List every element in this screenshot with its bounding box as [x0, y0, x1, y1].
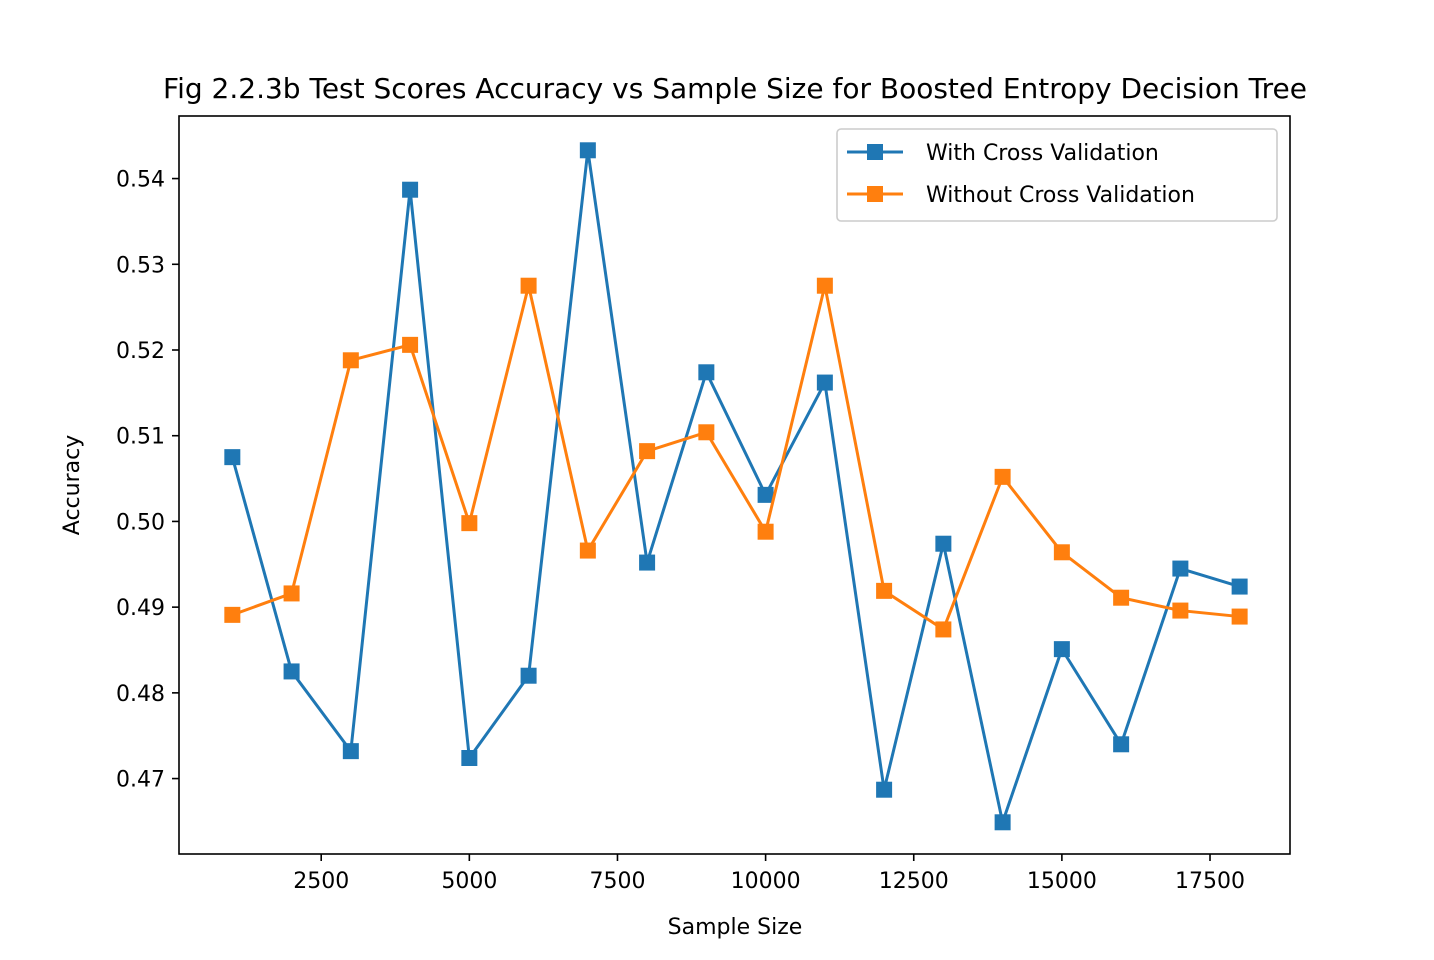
data-point [1172, 560, 1189, 577]
x-axis-label: Sample Size [668, 915, 803, 940]
y-tick-label: 0.54 [116, 168, 165, 193]
x-tick-label: 17500 [1175, 869, 1245, 894]
y-tick-label: 0.49 [116, 596, 165, 621]
legend-label-with-cv: With Cross Validation [926, 141, 1159, 166]
data-point [402, 181, 419, 198]
data-point [757, 486, 774, 503]
data-point [579, 142, 596, 159]
legend-label-without-cv: Without Cross Validation [926, 183, 1195, 208]
data-point [342, 352, 359, 369]
data-point [520, 667, 537, 684]
series-layer [224, 142, 1248, 831]
data-point [461, 515, 478, 532]
data-point [520, 277, 537, 294]
data-point [1113, 736, 1130, 753]
data-point [579, 542, 596, 559]
x-tick-label: 5000 [441, 869, 497, 894]
y-tick-label: 0.47 [116, 768, 165, 793]
legend-box [836, 128, 1278, 222]
chart-title: Fig 2.2.3b Test Scores Accuracy vs Sampl… [163, 72, 1307, 105]
data-point [698, 424, 715, 441]
y-tick-label: 0.50 [116, 510, 165, 535]
x-tick-label: 12500 [879, 869, 949, 894]
series-line [231, 284, 1240, 631]
data-point [757, 523, 774, 540]
data-point [816, 277, 833, 294]
x-tick-label: 15000 [1027, 869, 1097, 894]
data-point [402, 336, 419, 353]
y-axis-label: Accuracy [60, 435, 85, 535]
data-point [1113, 589, 1130, 606]
y-tick-label: 0.48 [116, 682, 165, 707]
data-point [994, 814, 1011, 831]
y-tick-label: 0.52 [116, 339, 165, 364]
data-point [461, 750, 478, 766]
data-point [876, 582, 893, 599]
x-tick-label: 7500 [589, 869, 645, 894]
data-point [698, 364, 715, 381]
series-0 [224, 142, 1248, 831]
y-tick-label: 0.51 [116, 425, 165, 450]
tick-layer: 2500 5000 7500 10000 12500 15000 17500 0.47 0.48… [116, 168, 1245, 894]
data-point [1172, 602, 1189, 619]
legend-marker-without-cv [867, 186, 883, 202]
legend: With Cross Validation Without Cross Vali… [836, 128, 1278, 222]
data-point [1053, 544, 1070, 561]
legend-marker-with-cv [867, 144, 883, 160]
series-1 [224, 277, 1248, 638]
data-point [935, 535, 952, 552]
data-point [283, 585, 300, 602]
data-point [342, 743, 359, 760]
data-point [1053, 641, 1070, 658]
y-tick-label: 0.53 [116, 253, 165, 278]
plot-area-frame [178, 115, 1291, 855]
data-point [876, 781, 893, 798]
series-line [230, 148, 1241, 824]
data-point [283, 663, 300, 680]
data-point [816, 374, 833, 391]
x-tick-label: 2500 [293, 869, 349, 894]
data-point [639, 554, 656, 571]
data-point [639, 443, 656, 460]
data-point [935, 621, 952, 638]
data-point [224, 606, 241, 623]
data-point [224, 449, 241, 466]
x-tick-label: 10000 [731, 869, 801, 894]
data-point [994, 468, 1011, 485]
data-point [1231, 608, 1248, 625]
data-point [1231, 578, 1248, 595]
